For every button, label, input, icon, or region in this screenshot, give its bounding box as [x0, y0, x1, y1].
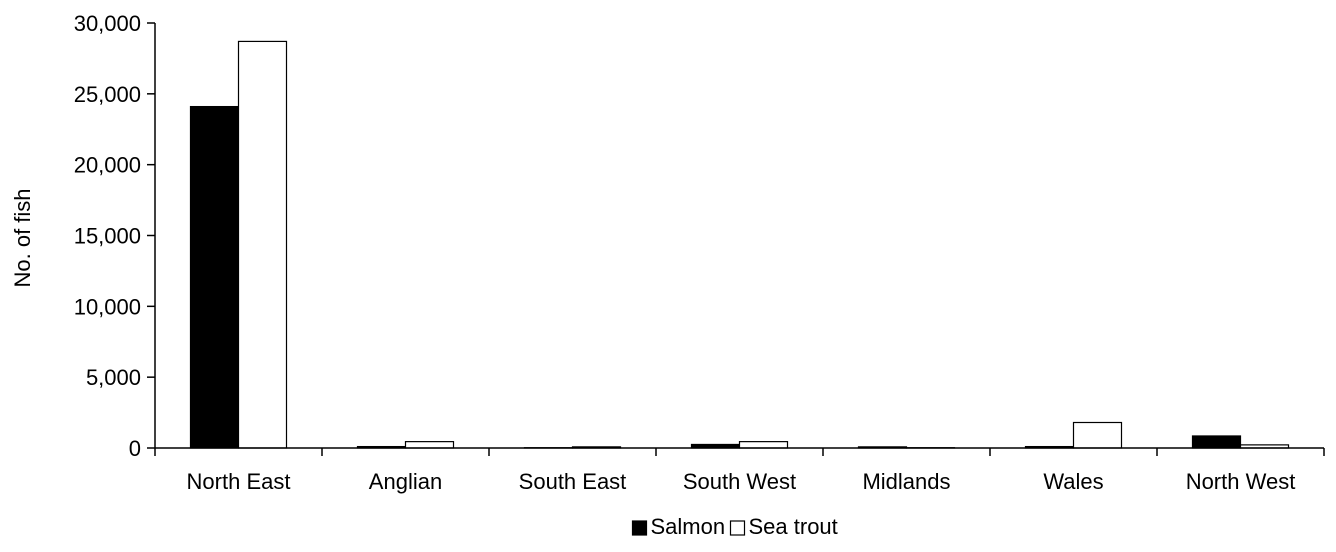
y-tick-label: 10,000	[74, 294, 141, 319]
x-tick-label: Anglian	[369, 469, 442, 494]
x-tick-label: North East	[187, 469, 291, 494]
y-tick-label: 5,000	[86, 365, 141, 390]
y-axis-title: No. of fish	[10, 188, 35, 287]
y-tick-label: 0	[129, 436, 141, 461]
legend-label-sea-trout: Sea trout	[749, 514, 838, 539]
y-tick-label: 25,000	[74, 82, 141, 107]
y-tick-label: 20,000	[74, 153, 141, 178]
legend-swatch-sea-trout	[729, 520, 746, 536]
bars-layer	[189, 40, 1290, 449]
bar-sea-trout-south-west	[738, 441, 789, 449]
y-tick-label: 15,000	[74, 224, 141, 249]
y-tick-label: 30,000	[74, 11, 141, 36]
x-axis: North East Anglian South East South West Mid…	[154, 447, 1325, 494]
x-tick-label: Wales	[1043, 469, 1103, 494]
x-tick-label: South East	[519, 469, 627, 494]
legend-swatch-salmon	[631, 520, 648, 536]
bar-sea-trout-north-east	[237, 40, 288, 449]
x-tick-label: South West	[683, 469, 796, 494]
bar-salmon-north-west	[1191, 435, 1242, 449]
x-tick-label: North West	[1186, 469, 1296, 494]
bar-sea-trout-anglian	[404, 441, 455, 449]
x-tick-label: Midlands	[862, 469, 950, 494]
bar-salmon-north-east	[189, 105, 240, 449]
legend: Salmon Sea trout	[631, 514, 838, 539]
bar-sea-trout-wales	[1072, 421, 1123, 449]
y-axis: 0 5,000 10,000 15,000 20,000 25,000 30,000	[74, 11, 156, 461]
legend-label-salmon: Salmon	[651, 514, 726, 539]
